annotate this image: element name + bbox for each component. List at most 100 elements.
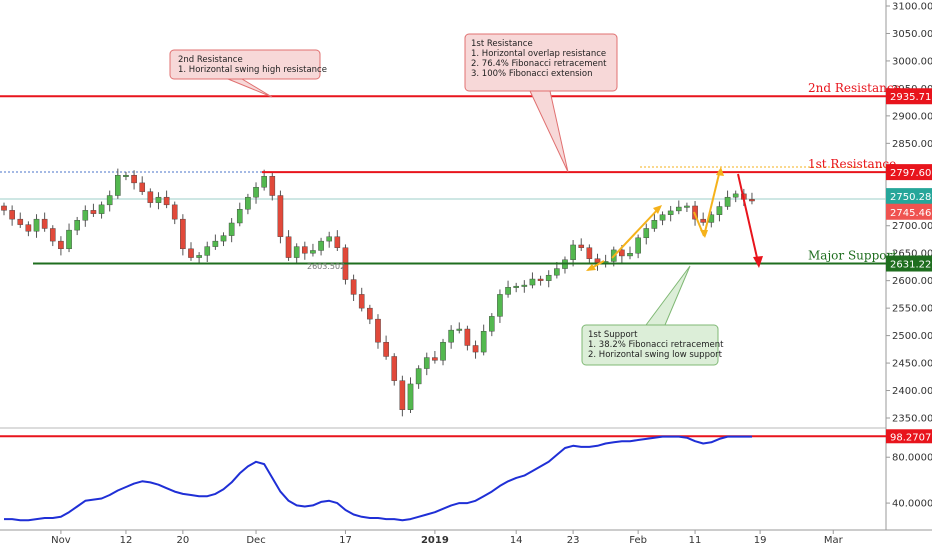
time-tick-label: Dec xyxy=(246,535,265,546)
oscillator-pane[interactable]: 98.2707 80.0000 40.0000 xyxy=(0,429,932,522)
callout-support-line1: 1. 38.2% Fibonacci retracement xyxy=(588,340,724,350)
candle-up xyxy=(115,174,121,196)
osc-tick-label: 40.0000 xyxy=(892,499,932,510)
candle-down xyxy=(334,236,341,248)
last-price-tag-label: 2745.46 xyxy=(890,208,931,219)
candle-down xyxy=(391,356,398,381)
arrow-leg-4 xyxy=(703,169,721,237)
candle-down xyxy=(586,247,593,259)
price-tag-bg xyxy=(886,255,932,272)
candle-up xyxy=(407,383,414,410)
time-tick-label: 2019 xyxy=(421,535,449,546)
candle-up xyxy=(245,196,251,210)
candle-up xyxy=(212,240,219,247)
price-tick-label: 2400.00 xyxy=(892,386,932,397)
candle-up xyxy=(74,220,80,231)
time-tick-label: 17 xyxy=(339,535,352,546)
candle-down xyxy=(302,246,308,254)
price-tag-label: 2797.60 xyxy=(890,168,931,179)
candle-up xyxy=(220,235,227,242)
callout-1st-title: 1st Resistance xyxy=(471,39,533,49)
osc-tick-label: 80.0000 xyxy=(892,453,932,464)
candle-up xyxy=(123,174,129,177)
callout-2nd-line1: 1. Horizontal swing high resistance xyxy=(178,65,327,75)
candle-up xyxy=(570,244,576,260)
callout-1st-resistance[interactable]: 1st Resistance 1. Horizontal overlap res… xyxy=(464,33,618,173)
candle-up xyxy=(82,210,89,221)
candle-up xyxy=(643,228,650,239)
level-lines[interactable]: 2nd Resistance 1st Resistance Major Suppor… xyxy=(0,81,901,265)
price-tag-label: 2935.71 xyxy=(890,92,931,103)
candle-down xyxy=(375,318,381,343)
candle-up xyxy=(651,220,658,229)
candle-down xyxy=(277,195,284,237)
price-tick-label: 2350.00 xyxy=(892,414,932,425)
candle-up xyxy=(33,218,40,232)
candle-up xyxy=(513,285,519,288)
price-tags: 2935.71 2797.60 2631.22 2750.28 2745.46 xyxy=(886,88,932,272)
candle-down xyxy=(432,357,438,361)
callout-2nd-title: 2nd Resistance xyxy=(178,55,243,65)
level-label: 2nd Resistance xyxy=(808,81,901,95)
candle-down xyxy=(90,210,97,214)
price-tick-label: 3100.00 xyxy=(892,2,932,13)
price-tag-bg xyxy=(886,88,932,105)
candle-down xyxy=(578,244,585,248)
candle-up xyxy=(659,214,666,221)
candle-up xyxy=(684,205,690,208)
candle-up xyxy=(627,252,633,257)
time-tick-label: Nov xyxy=(51,535,71,546)
candle-down xyxy=(163,196,170,206)
time-tick-label: 11 xyxy=(689,535,702,546)
time-axis[interactable]: Nov 12 20 Dec 17 2019 14 23 Feb 11 19 Mar xyxy=(51,530,844,546)
candle-down xyxy=(537,278,544,281)
candle-down xyxy=(350,279,357,295)
candle-up xyxy=(66,229,72,250)
price-tick-label: 2550.00 xyxy=(892,304,932,315)
callout-support-title: 1st Support xyxy=(588,330,638,340)
price-tick-label: 3000.00 xyxy=(892,56,932,67)
price-tick-label: 3050.00 xyxy=(892,29,932,40)
candle-down xyxy=(749,199,755,202)
candle-up xyxy=(415,368,422,385)
candle-up xyxy=(521,284,528,287)
candle-down xyxy=(383,341,389,357)
level-label: 1st Resistance xyxy=(808,157,896,171)
candle-up xyxy=(554,268,560,276)
candle-up xyxy=(635,237,641,254)
arrow-heads-orange xyxy=(586,167,724,271)
callout-1st-support[interactable]: 1st Support 1. 38.2% Fibonacci retraceme… xyxy=(581,265,724,366)
price-tick-label: 2900.00 xyxy=(892,111,932,122)
candle-up xyxy=(318,240,324,251)
projection-arrow-head xyxy=(753,256,763,268)
price-tick-label: 2850.00 xyxy=(892,139,932,150)
candle-down xyxy=(700,218,706,223)
candle-down xyxy=(285,236,292,258)
candle-up xyxy=(261,176,267,188)
last-price-tag-label: 2750.28 xyxy=(890,192,931,203)
candle-up xyxy=(732,193,739,198)
candle-up xyxy=(155,196,162,203)
time-tick-label: 12 xyxy=(120,535,133,546)
price-tick-label: 2600.00 xyxy=(892,276,932,287)
candle-down xyxy=(367,307,373,320)
callout-2nd-resistance[interactable]: 2nd Resistance 1. Horizontal swing high … xyxy=(169,49,327,98)
projection-arrow xyxy=(737,173,759,263)
price-tick-label: 2650.00 xyxy=(892,249,932,260)
callout-support-line2: 2. Horizontal swing low support xyxy=(588,350,723,360)
oscillator-threshold-tag xyxy=(886,429,932,444)
candle-up xyxy=(497,294,503,317)
price-tick-label: 2450.00 xyxy=(892,359,932,370)
price-tag-label: 2631.22 xyxy=(890,260,931,271)
candle-up xyxy=(98,204,105,214)
time-tick-label: 19 xyxy=(754,535,767,546)
candle-down xyxy=(269,176,276,196)
swing-low-label: 2603.502 xyxy=(307,262,345,271)
candle-down xyxy=(17,218,24,225)
candle-down xyxy=(131,174,137,184)
time-tick-label: Mar xyxy=(824,535,844,546)
candle-down xyxy=(49,228,56,242)
candle-down xyxy=(1,205,7,211)
candle-up xyxy=(106,195,113,206)
